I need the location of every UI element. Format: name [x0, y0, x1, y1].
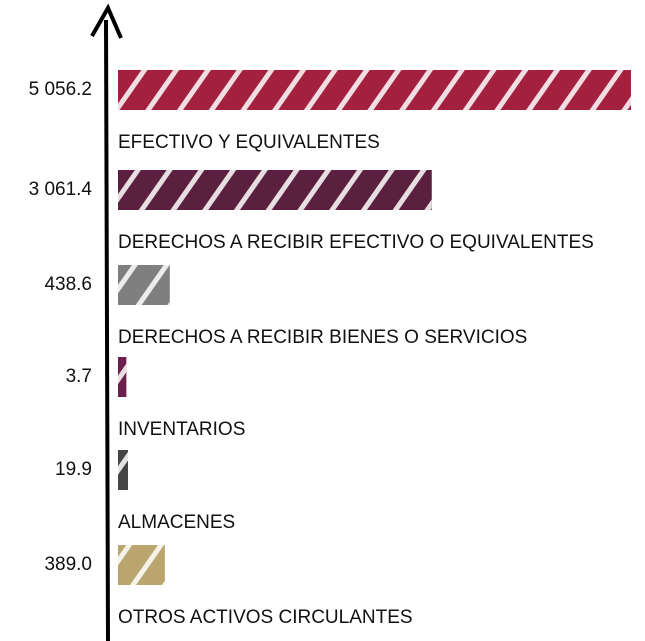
value-label: 19.9 — [55, 459, 92, 480]
bar-hatch — [118, 357, 127, 397]
value-label: 389.0 — [44, 554, 92, 575]
axis-line — [104, 19, 110, 641]
value-label: 438.6 — [44, 274, 92, 295]
value-label: 5 056.2 — [29, 79, 92, 100]
category-label: EFECTIVO Y EQUIVALENTES — [118, 132, 380, 153]
value-label: 3 061.4 — [29, 179, 93, 200]
bar-hatch — [118, 70, 631, 110]
bar-hatch — [118, 545, 165, 585]
axis-arrow — [90, 3, 123, 39]
category-label: OTROS ACTIVOS CIRCULANTES — [118, 607, 413, 628]
bar-hatch — [118, 265, 170, 305]
category-label: INVENTARIOS — [118, 419, 245, 440]
bar-hatch — [118, 170, 432, 210]
bar-hatch — [118, 450, 128, 490]
category-label: DERECHOS A RECIBIR BIENES O SERVICIOS — [118, 327, 527, 348]
category-label: ALMACENES — [118, 512, 235, 533]
category-label: DERECHOS A RECIBIR EFECTIVO O EQUIVALENT… — [118, 232, 594, 253]
value-label: 3.7 — [66, 366, 92, 387]
